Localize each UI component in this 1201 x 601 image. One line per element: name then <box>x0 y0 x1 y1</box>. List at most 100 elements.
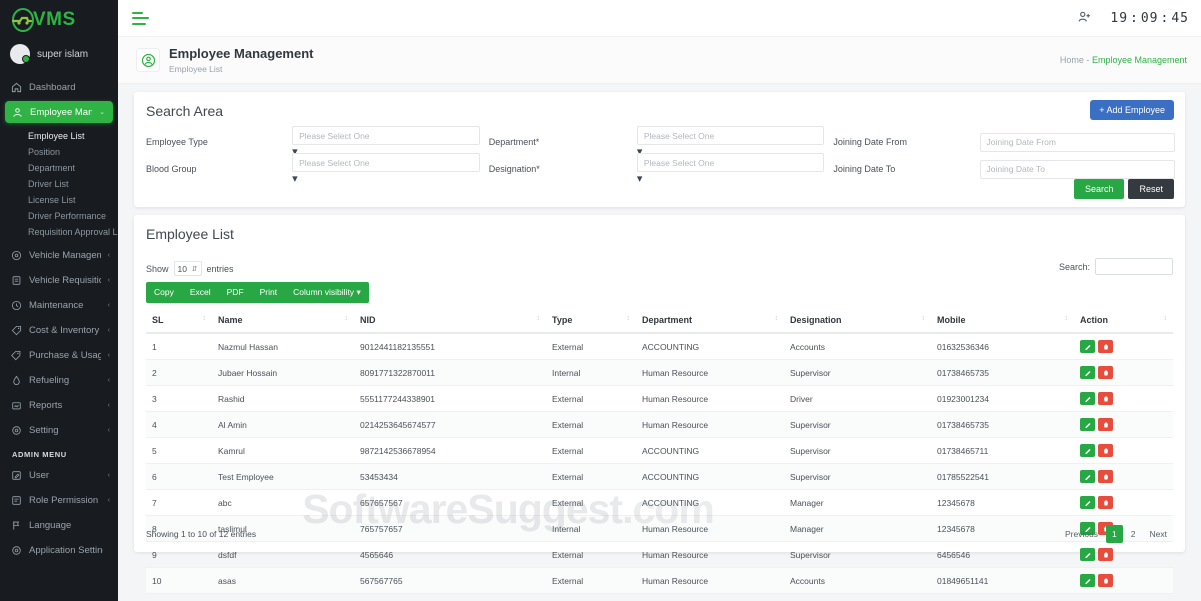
breadcrumb-home[interactable]: Home <box>1059 55 1084 65</box>
table-header-row: SL ↕ Name ↕ NID ↕ Type ↕ Department ↕ Designa… <box>146 310 1173 334</box>
delete-row-button[interactable] <box>1098 470 1113 483</box>
sidebar-subitem-license-list[interactable]: License List <box>28 195 76 205</box>
joining-date-to-input[interactable]: Joining Date To <box>979 159 1176 179</box>
sidebar-subitem-employee-list[interactable]: Employee List <box>28 131 85 141</box>
add-employee-button[interactable]: + Add Employee <box>1090 100 1174 120</box>
table-row: 7 abc 657657567 External ACCOUNTING Manager 12… <box>146 489 1173 516</box>
brand-logo[interactable]: VMS <box>0 0 118 40</box>
cell-mobile: 01632536346 <box>931 333 1074 360</box>
sidebar-subitem-department[interactable]: Department <box>28 163 76 173</box>
sidebar-subitem-position[interactable]: Position <box>28 147 61 157</box>
delete-row-button[interactable] <box>1098 548 1113 561</box>
clock-hours: 19 <box>1110 10 1129 26</box>
reset-button[interactable]: Reset <box>1128 179 1174 199</box>
edit-row-button[interactable] <box>1080 418 1095 431</box>
column-header-action[interactable]: Action ↕ <box>1074 310 1173 334</box>
designation-select[interactable]: Please Select One ▾ <box>636 153 825 185</box>
pagination-page-2[interactable]: 2 <box>1130 529 1136 539</box>
avatar <box>10 44 30 64</box>
pagination-previous[interactable]: Previous <box>1064 529 1099 539</box>
sidebar-subitem-driver-list[interactable]: Driver List <box>28 179 69 189</box>
table-footer: Showing 1 to 10 of 12 entries Previous 1… <box>146 525 1173 543</box>
column-header-nid[interactable]: NID ↕ <box>354 310 546 334</box>
sidebar-item-application-setting[interactable]: Application Setting <box>0 539 118 561</box>
table-search-input[interactable] <box>1095 258 1173 275</box>
sidebar-item-reports[interactable]: Reports ‹ <box>0 394 118 416</box>
delete-row-button[interactable] <box>1098 418 1113 431</box>
edit-row-button[interactable] <box>1080 496 1095 509</box>
department-select-value[interactable]: Please Select One <box>636 126 825 145</box>
table-search: Search: <box>1059 258 1173 275</box>
sidebar-item-maintenance[interactable]: Maintenance ‹ <box>0 294 118 316</box>
pagination-next[interactable]: Next <box>1149 529 1167 539</box>
sidebar-item-purchase-usage[interactable]: Purchase & Usage ‹ <box>0 344 118 366</box>
employee-type-select-value[interactable]: Please Select One <box>292 126 480 145</box>
hamburger-icon[interactable] <box>132 11 149 25</box>
sidebar-item-employee-management[interactable]: Employee Management ⌄ <box>5 101 113 123</box>
edit-row-button[interactable] <box>1080 548 1095 561</box>
sidebar-item-dashboard[interactable]: Dashboard <box>0 76 118 98</box>
column-header-department[interactable]: Department ↕ <box>636 310 784 334</box>
cell-type: Internal <box>546 359 636 386</box>
cell-name: Jubaer Hossain <box>212 359 354 386</box>
search-button[interactable]: Search <box>1073 179 1125 199</box>
sidebar-item-cost-inventory[interactable]: Cost & Inventory ‹ <box>0 319 118 341</box>
column-header-type[interactable]: Type ↕ <box>546 310 636 334</box>
pagination-page-1[interactable]: 1 <box>1106 525 1123 543</box>
sidebar-subitem-requisition-approval-list[interactable]: Requisition Approval List <box>28 227 118 237</box>
delete-row-button[interactable] <box>1098 574 1113 587</box>
print-button[interactable]: Print <box>259 287 278 297</box>
breadcrumb: Home - Employee Management <box>1060 55 1187 65</box>
edit-row-button[interactable] <box>1080 522 1095 535</box>
delete-row-button[interactable] <box>1098 444 1113 457</box>
entries-per-page-select[interactable]: 10 ⇵ <box>173 261 202 276</box>
edit-row-button[interactable] <box>1080 574 1095 587</box>
user-plus-icon[interactable] <box>1077 10 1092 27</box>
delete-row-button[interactable] <box>1098 496 1113 509</box>
edit-row-button[interactable] <box>1080 444 1095 457</box>
department-select[interactable]: Please Select One ▾ <box>636 126 825 158</box>
home-icon <box>10 81 22 93</box>
delete-row-button[interactable] <box>1098 366 1113 379</box>
delete-row-button[interactable] <box>1098 340 1113 353</box>
edit-row-button[interactable] <box>1080 366 1095 379</box>
joining-date-from-field[interactable]: Joining Date From <box>979 132 1176 152</box>
sort-icon: ↕ <box>1163 315 1168 322</box>
sidebar-item-role-permission[interactable]: Role Permission ‹ <box>0 489 118 511</box>
sidebar-item-language[interactable]: Language <box>0 514 118 536</box>
blood-group-select[interactable]: Please Select One ▾ <box>292 153 480 185</box>
sidebar-subitem-driver-performance[interactable]: Driver Performance <box>28 211 107 221</box>
cell-mobile: 6456546 <box>931 541 1074 568</box>
column-header-designation[interactable]: Designation ↕ <box>784 310 931 334</box>
joining-date-from-input[interactable]: Joining Date From <box>979 132 1176 152</box>
sidebar-item-user[interactable]: User ‹ <box>0 464 118 486</box>
copy-button[interactable]: Copy <box>154 287 174 297</box>
employee-type-select[interactable]: Please Select One ▾ <box>292 126 480 158</box>
edit-row-button[interactable] <box>1080 340 1095 353</box>
cell-department: ACCOUNTING <box>636 489 784 516</box>
designation-select-value[interactable]: Please Select One <box>636 153 825 172</box>
cell-action <box>1074 489 1173 516</box>
edit-row-button[interactable] <box>1080 392 1095 405</box>
joining-date-to-field[interactable]: Joining Date To <box>979 159 1176 179</box>
sidebar-item-vehicle-requisition[interactable]: Vehicle Requisition ‹ <box>0 269 118 291</box>
show-label: Show <box>146 263 169 274</box>
sidebar-item-setting[interactable]: Setting ‹ <box>0 419 118 441</box>
sidebar-item-vehicle-management[interactable]: Vehicle Management ‹ <box>0 244 118 266</box>
cell-action <box>1074 437 1173 464</box>
topbar-right: 19:09:45 <box>1077 10 1189 27</box>
chevron-right-icon: ‹ <box>107 251 110 259</box>
sidebar-item-refueling[interactable]: Refueling ‹ <box>0 369 118 391</box>
cell-sl: 2 <box>146 359 212 386</box>
edit-row-button[interactable] <box>1080 470 1095 483</box>
excel-button[interactable]: Excel <box>189 287 211 297</box>
profile-block[interactable]: super islam <box>0 40 118 72</box>
column-header-name[interactable]: Name ↕ <box>212 310 354 334</box>
table-row: 4 Al Amin 0214253645674577 External Human Re… <box>146 411 1173 438</box>
blood-group-select-value[interactable]: Please Select One <box>292 153 480 172</box>
pdf-button[interactable]: PDF <box>226 287 244 297</box>
delete-row-button[interactable] <box>1098 392 1113 405</box>
column-header-sl[interactable]: SL ↕ <box>146 310 212 334</box>
column-visibility-button[interactable]: Column visibility ▾ <box>285 282 369 303</box>
column-header-mobile[interactable]: Mobile ↕ <box>931 310 1074 334</box>
